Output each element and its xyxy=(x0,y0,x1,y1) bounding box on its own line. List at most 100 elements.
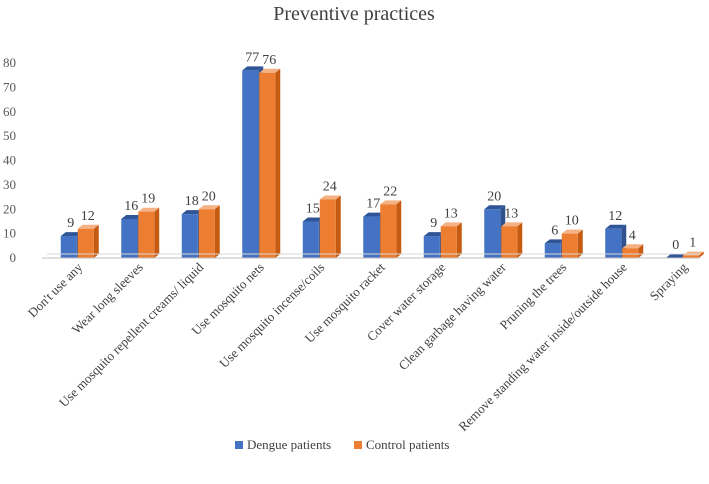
legend: Dengue patients Control patients xyxy=(235,437,449,452)
bar-front xyxy=(259,72,276,258)
bar-top xyxy=(198,205,220,210)
bar-front xyxy=(181,214,198,258)
data-label-dengue: 17 xyxy=(366,197,380,212)
bar-side xyxy=(577,229,583,258)
bar-top xyxy=(605,224,627,229)
bar-top xyxy=(181,210,203,215)
y-tick-label: 60 xyxy=(3,104,16,119)
bar-control xyxy=(682,251,704,258)
legend-label-control: Control patients xyxy=(366,437,449,452)
bar-top xyxy=(622,244,644,249)
category-label: Clean garbage having water xyxy=(395,259,509,373)
data-label-control: 1 xyxy=(689,236,696,251)
bar-control xyxy=(440,222,462,258)
bar-front xyxy=(484,209,501,258)
category-label: Don't use any xyxy=(25,259,86,320)
bar-front xyxy=(60,236,77,258)
bar-top xyxy=(138,207,160,212)
data-label-control: 24 xyxy=(323,180,337,195)
legend-swatch-dengue xyxy=(235,441,243,449)
bar-top xyxy=(501,222,523,227)
bar-front xyxy=(440,226,457,258)
bar-front xyxy=(380,204,397,258)
bar-front xyxy=(77,228,94,258)
data-label-dengue: 15 xyxy=(306,201,320,216)
bar-control xyxy=(561,229,583,258)
bar-side xyxy=(517,222,523,258)
data-label-control: 22 xyxy=(383,184,397,199)
bar-side xyxy=(396,200,402,258)
category-label: Spraying xyxy=(647,259,691,303)
y-tick-label: 80 xyxy=(3,55,16,70)
bar-front xyxy=(605,228,622,258)
bar-control xyxy=(501,222,523,258)
bar-top xyxy=(77,224,99,229)
bar-side xyxy=(214,205,220,258)
y-axis: 0 10 20 30 40 50 60 70 80 xyxy=(3,55,16,265)
chart-title: Preventive practices xyxy=(273,3,435,25)
y-tick-label: 30 xyxy=(3,177,16,192)
data-label-control: 20 xyxy=(202,189,216,204)
bar-front xyxy=(622,248,639,258)
bar-control xyxy=(319,195,341,258)
bars xyxy=(60,66,704,258)
bar-front xyxy=(423,236,440,258)
data-label-control: 13 xyxy=(504,206,518,221)
bar-top xyxy=(665,254,687,258)
y-tick-label: 20 xyxy=(3,201,16,216)
bar-front xyxy=(242,70,259,258)
bar-control xyxy=(380,200,402,258)
bar-top xyxy=(242,66,264,71)
bar-control xyxy=(138,207,160,258)
bar-front xyxy=(138,211,155,258)
bar-top xyxy=(423,232,445,237)
bar-side xyxy=(638,244,644,258)
bar-front xyxy=(544,243,561,258)
data-label-control: 12 xyxy=(81,209,95,224)
data-label-dengue: 20 xyxy=(487,189,501,204)
bar-front xyxy=(121,219,138,258)
bar-top xyxy=(259,68,281,73)
y-tick-label: 10 xyxy=(3,226,16,241)
bar-top xyxy=(121,215,143,219)
bar-dengue xyxy=(665,254,687,258)
bar-top xyxy=(484,205,506,210)
bar-front xyxy=(363,216,380,258)
bar-top xyxy=(302,217,324,222)
legend-swatch-control xyxy=(354,441,362,449)
data-label-dengue: 9 xyxy=(67,216,74,231)
bar-front xyxy=(198,209,215,258)
bar-front xyxy=(302,221,319,258)
bar-front xyxy=(501,226,518,258)
bar-side xyxy=(698,251,704,258)
bar-top xyxy=(380,200,402,205)
legend-label-dengue: Dengue patients xyxy=(247,437,331,452)
data-label-control: 13 xyxy=(444,206,458,221)
bar-control xyxy=(77,224,99,258)
data-label-control: 19 xyxy=(141,192,155,207)
bar-side xyxy=(335,195,341,258)
data-label-dengue: 0 xyxy=(672,238,679,253)
bar-top xyxy=(544,239,566,244)
bar-top xyxy=(319,195,341,200)
data-label-dengue: 12 xyxy=(608,209,622,224)
data-label-control: 4 xyxy=(629,228,636,243)
bar-top xyxy=(440,222,462,227)
category-label: Use mosquito incense/coils xyxy=(216,260,327,371)
y-tick-label: 70 xyxy=(3,79,16,94)
bar-front xyxy=(319,199,336,258)
data-label-dengue: 6 xyxy=(551,223,558,238)
bar-side xyxy=(154,207,160,258)
bar-control xyxy=(259,68,281,258)
y-tick-label: 0 xyxy=(10,250,17,265)
bar-front xyxy=(682,255,699,258)
bar-front xyxy=(561,233,578,258)
data-label-dengue: 9 xyxy=(430,216,437,231)
y-tick-label: 50 xyxy=(3,128,16,143)
data-label-control: 76 xyxy=(262,53,276,68)
bar-side xyxy=(93,224,99,258)
